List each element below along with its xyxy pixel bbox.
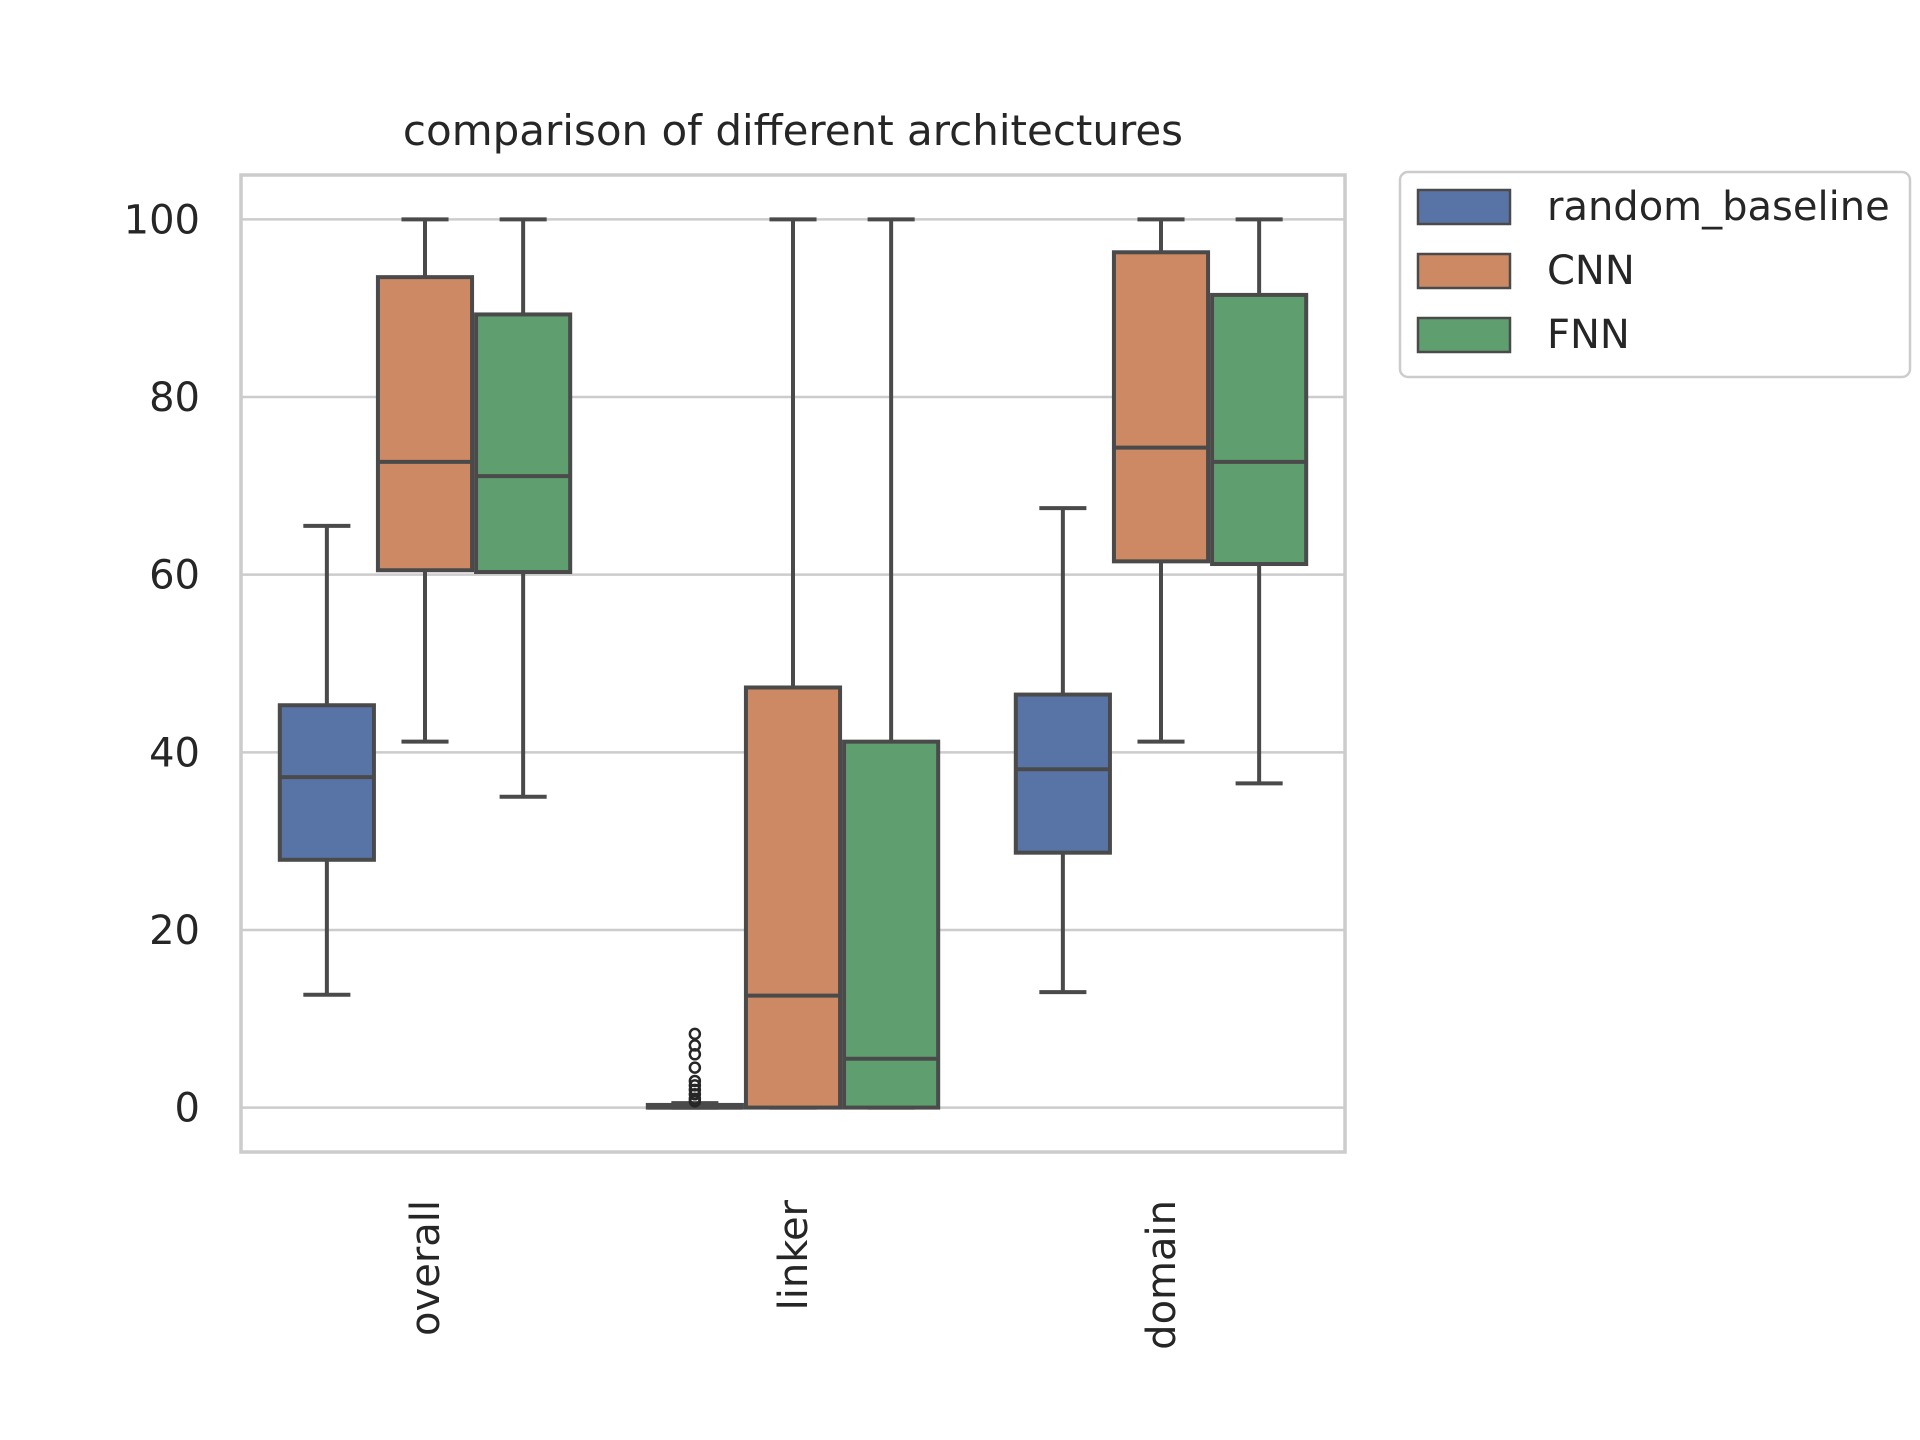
x-tick-label: overall: [403, 1200, 449, 1336]
x-tick-labels: overall linker domain: [403, 1199, 1185, 1349]
y-tick-labels: 0 20 40 60 80 100: [124, 197, 200, 1131]
outlier-point: [688, 1079, 702, 1092]
box-CNN-domain: [1111, 217, 1211, 744]
box-body: [1111, 250, 1211, 564]
chart-title: comparison of different architectures: [403, 106, 1183, 155]
outlier-point: [688, 1061, 702, 1074]
box-body: [842, 739, 941, 1110]
legend: random_baseline CNN FNN: [1398, 170, 1912, 379]
legend-label: random_baseline: [1547, 184, 1890, 230]
x-tick-label: linker: [771, 1199, 817, 1310]
box-random_baseline-overall: [277, 523, 376, 997]
box-FNN-overall: [474, 217, 573, 799]
box-CNN-linker: [743, 217, 843, 1110]
legend-swatch: [1416, 252, 1512, 290]
box-body: [474, 312, 573, 575]
outlier-point: [688, 1027, 702, 1041]
outlier-point: [688, 1074, 702, 1088]
box-FNN-linker: [842, 217, 941, 1110]
outlier-point: [688, 1039, 702, 1052]
y-tick-label: 80: [149, 375, 200, 421]
legend-swatch: [1416, 188, 1512, 226]
y-tick-label: 40: [149, 730, 200, 776]
legend-swatch: [1416, 316, 1512, 354]
y-tick-label: 60: [149, 553, 200, 599]
y-tick-label: 100: [124, 197, 200, 243]
box-CNN-overall: [375, 217, 475, 744]
box-body: [1210, 292, 1309, 567]
legend-label: CNN: [1547, 248, 1635, 294]
box-random_baseline-linker: [645, 1027, 744, 1110]
box-body: [277, 703, 376, 862]
plot-frame: [239, 173, 1347, 1154]
box-body: [1013, 692, 1112, 855]
legend-frame: [1398, 170, 1912, 379]
y-tick-label: 0: [175, 1086, 200, 1132]
legend-label: FNN: [1547, 312, 1630, 358]
box-random_baseline-domain: [1013, 506, 1112, 995]
box-FNN-domain: [1210, 217, 1309, 786]
box-groups: [277, 217, 1309, 1110]
x-tick-label: domain: [1139, 1200, 1185, 1350]
y-tick-label: 20: [149, 908, 200, 954]
box-body: [743, 685, 843, 1110]
box-body: [375, 275, 475, 573]
